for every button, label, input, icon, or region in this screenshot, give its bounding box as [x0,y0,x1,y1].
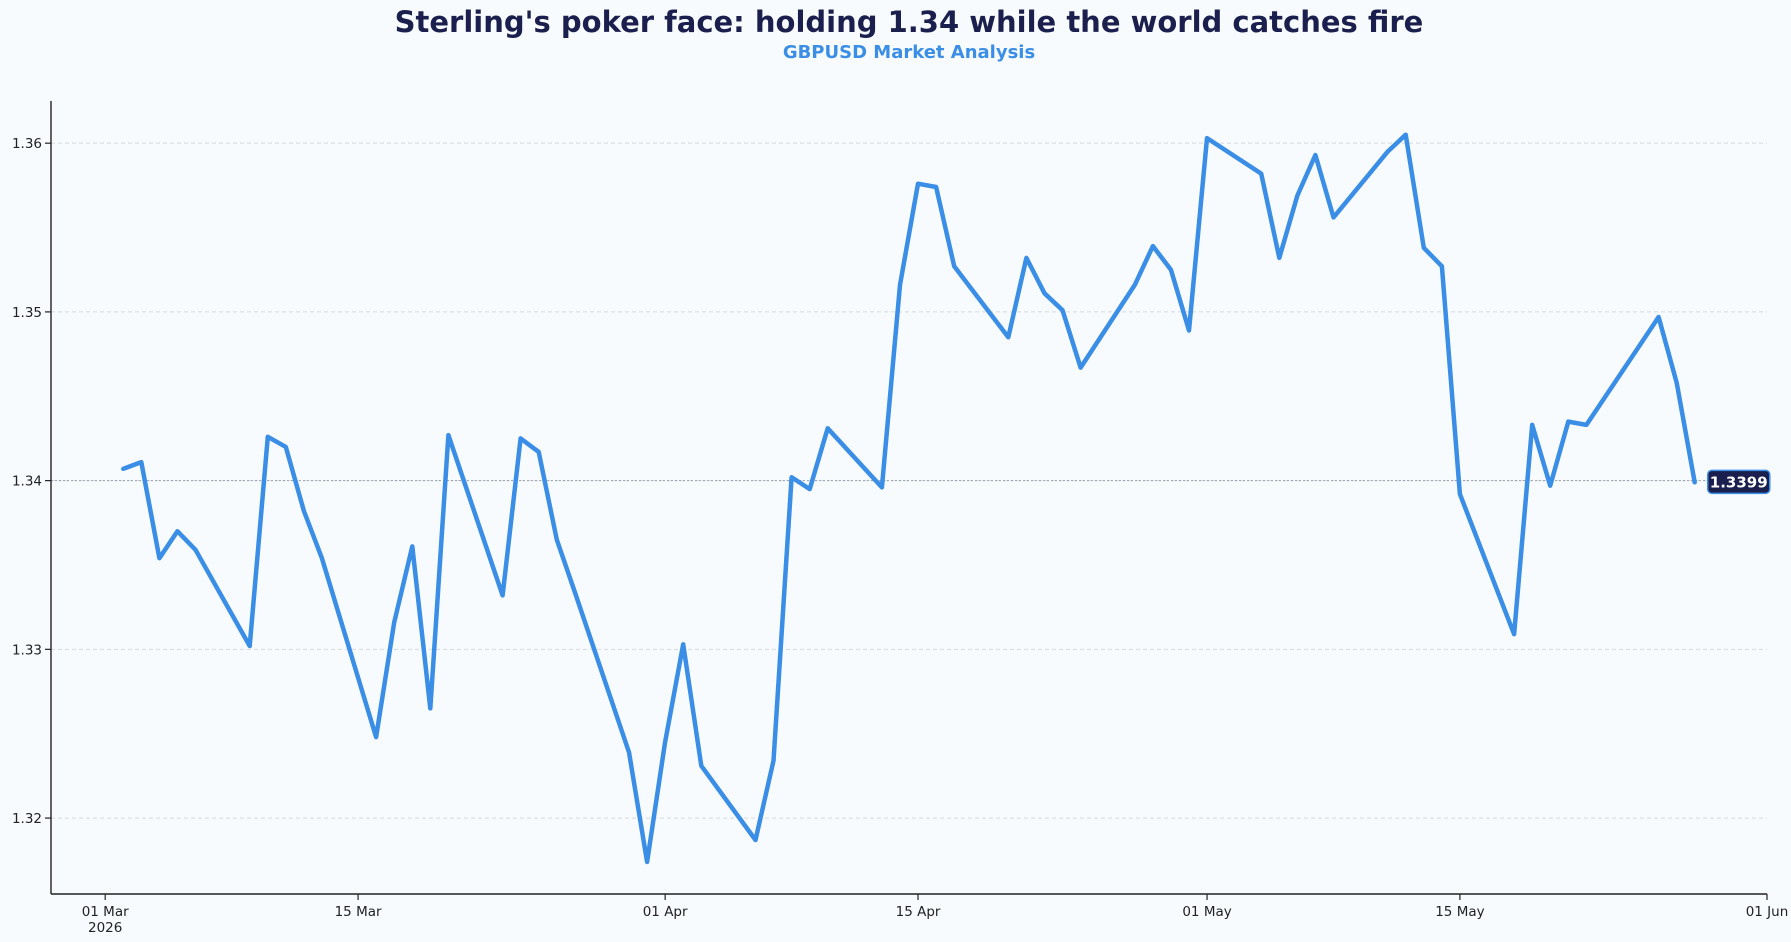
x-tick-label-1: 15 Mar [335,904,382,920]
x-tick-label-2: 01 Apr [643,904,688,920]
x-tick-label-5: 15 May [1435,904,1484,920]
x-tick-label-4: 01 May [1182,904,1231,920]
last-value-badge-group: 1.3399 [1706,469,1771,495]
y-tick-label-2: 1.34 [12,474,42,490]
x-tick-label-3: 15 Apr [896,904,941,920]
series-layer [121,132,1697,865]
x-tick-label-6: 01 Jun [1746,904,1789,920]
chart-subtitle: GBPUSD Market Analysis [783,42,1035,63]
y-tick-label-1: 1.33 [12,642,42,658]
series-line-0 [121,132,1697,865]
y-tick-label-3: 1.35 [12,305,42,321]
y-axis-ticks: 1.32 1.33 1.34 1.35 1.36 [12,136,51,827]
x-tick-label-0: 01 Mar [82,904,129,920]
chart-title: Sterling's poker face: holding 1.34 whil… [395,5,1424,39]
last-value-label: 1.3399 [1710,473,1768,491]
last-value-badge [1706,469,1771,495]
y-tick-label-0: 1.32 [12,811,42,827]
y-tick-label-4: 1.36 [12,136,42,152]
x-tick-sublabel-0: 2026 [88,920,122,936]
